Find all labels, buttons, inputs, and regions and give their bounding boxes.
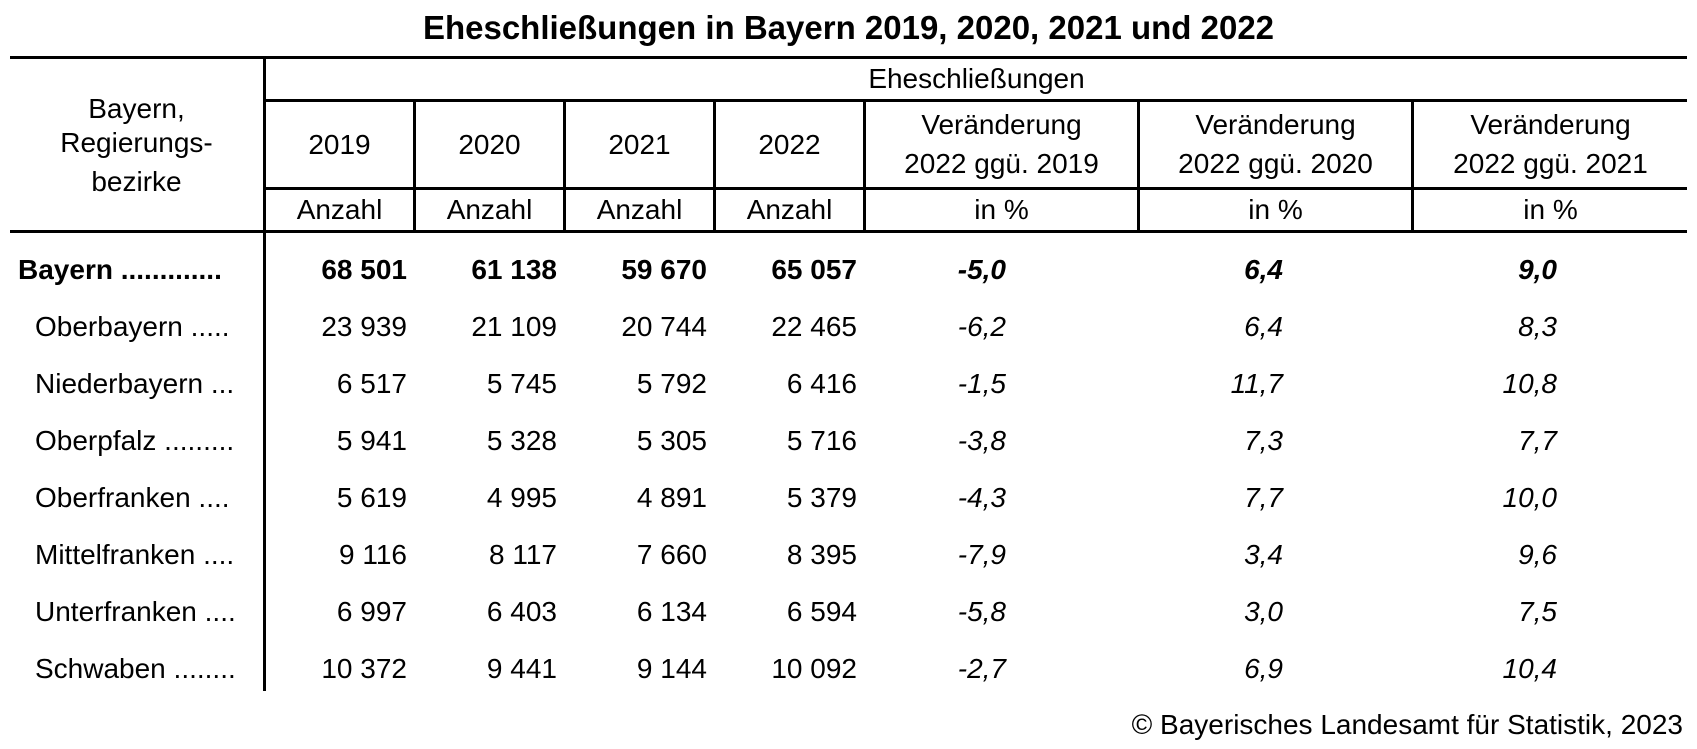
row-label: Bayern ............. xyxy=(18,254,222,285)
col-divider-3 xyxy=(713,99,716,233)
table-cell: 61 138 xyxy=(471,254,557,285)
row-label: Oberpfalz ......... xyxy=(35,425,235,456)
table-cell: 7,5 xyxy=(1518,596,1557,627)
col-divider-5 xyxy=(1137,99,1140,233)
col-header-change-2021-l2: 2022 ggü. 2021 xyxy=(1453,148,1648,179)
table-cell: 6 517 xyxy=(336,368,407,399)
table-cell: 9 441 xyxy=(486,653,557,684)
stub-header-line1: Bayern, xyxy=(88,93,185,124)
col-header-change-2021-l1: Veränderung xyxy=(1470,109,1631,140)
table-cell: 3,4 xyxy=(1244,539,1283,570)
col-divider-4 xyxy=(863,99,866,233)
table-cell: 7 660 xyxy=(636,539,707,570)
table-cell: -1,5 xyxy=(957,368,1006,399)
col-divider-2 xyxy=(563,99,566,233)
table-cell: -3,8 xyxy=(957,425,1006,456)
table-cell: 10 092 xyxy=(771,653,857,684)
table-cell: 6,9 xyxy=(1244,653,1283,684)
table-cell: 5 941 xyxy=(336,425,407,456)
table-cell: 5 379 xyxy=(786,482,857,513)
table-cell: 10,8 xyxy=(1502,368,1558,399)
table-cell: 5 619 xyxy=(336,482,407,513)
table-cell: 59 670 xyxy=(621,254,707,285)
stub-header-line3: bezirke xyxy=(91,166,182,197)
table-cell: 5 745 xyxy=(486,368,557,399)
table-cell: 10,0 xyxy=(1502,482,1558,513)
unit-header-change-2019: in % xyxy=(974,194,1029,225)
table-cell: 3,0 xyxy=(1244,596,1283,627)
table-cell: 6 997 xyxy=(336,596,407,627)
table-cell: 5 305 xyxy=(636,425,707,456)
table-cell: 11,7 xyxy=(1230,368,1283,399)
table-cell: 6,4 xyxy=(1244,311,1283,342)
unit-header-rule xyxy=(265,187,1687,190)
table-cell: 8 117 xyxy=(489,539,557,570)
table-cell: 8,3 xyxy=(1518,311,1557,342)
table-cell: 10,4 xyxy=(1502,653,1558,684)
table-cell: 6 403 xyxy=(486,596,557,627)
page-title: Eheschließungen in Bayern 2019, 2020, 20… xyxy=(422,9,1275,46)
table-cell: 6,4 xyxy=(1244,254,1283,285)
table-cell: 10 372 xyxy=(321,653,407,684)
table-cell: 8 395 xyxy=(786,539,857,570)
table-cell: -4,3 xyxy=(957,482,1006,513)
table-top-rule xyxy=(10,56,1687,59)
table-cell: -5,8 xyxy=(957,596,1006,627)
table-cell: -7,9 xyxy=(957,539,1006,570)
col-header-2021: 2021 xyxy=(608,129,671,160)
unit-header-2019: Anzahl xyxy=(296,194,383,225)
col-divider-6 xyxy=(1411,99,1414,233)
table-cell: 9 144 xyxy=(636,653,707,684)
table-cell: 65 057 xyxy=(771,254,857,285)
table-cell: 9 116 xyxy=(339,539,407,570)
table-cell: -2,7 xyxy=(957,653,1006,684)
row-label: Oberbayern ..... xyxy=(35,311,230,342)
table-cell: -5,0 xyxy=(957,254,1006,285)
row-label: Oberfranken .... xyxy=(35,482,230,513)
col-header-2022: 2022 xyxy=(758,129,821,160)
row-label: Mittelfranken .... xyxy=(35,539,235,570)
table-cell: 21 109 xyxy=(471,311,557,342)
table-cell: 9,0 xyxy=(1518,254,1557,285)
group-header: Eheschließungen xyxy=(868,63,1085,94)
table-cell: 23 939 xyxy=(321,311,407,342)
row-label: Unterfranken .... xyxy=(35,596,236,627)
col-header-change-2020-l1: Veränderung xyxy=(1195,109,1356,140)
table-cell: 5 716 xyxy=(786,425,857,456)
stub-divider xyxy=(263,56,266,691)
table-cell: 6 134 xyxy=(636,596,707,627)
table-cell: 6 416 xyxy=(786,368,857,399)
col-header-2020: 2020 xyxy=(458,129,521,160)
col-header-change-2020-l2: 2022 ggü. 2020 xyxy=(1178,148,1373,179)
col-header-change-2019-l1: Veränderung xyxy=(921,109,1082,140)
row-label: Niederbayern ... xyxy=(35,368,235,399)
table-cell: -6,2 xyxy=(957,311,1006,342)
group-header-rule xyxy=(265,99,1687,102)
table-cell: 20 744 xyxy=(621,311,707,342)
table-cell: 7,7 xyxy=(1244,482,1283,513)
unit-header-change-2021: in % xyxy=(1523,194,1578,225)
table-cell: 4 891 xyxy=(636,482,707,513)
table-cell: 22 465 xyxy=(771,311,857,342)
table-cell: 4 995 xyxy=(486,482,557,513)
unit-header-2020: Anzahl xyxy=(446,194,533,225)
table-cell: 5 792 xyxy=(636,368,707,399)
header-bottom-rule xyxy=(10,230,1687,233)
unit-header-2021: Anzahl xyxy=(596,194,683,225)
row-label: Schwaben ........ xyxy=(35,653,236,684)
unit-header-change-2020: in % xyxy=(1248,194,1303,225)
col-header-2019: 2019 xyxy=(308,129,371,160)
table-cell: 5 328 xyxy=(486,425,557,456)
unit-header-2022: Anzahl xyxy=(746,194,833,225)
col-divider-1 xyxy=(413,99,416,233)
stub-header-line2: Regierungs- xyxy=(60,127,213,158)
table-cell: 7,7 xyxy=(1518,425,1557,456)
col-header-change-2019-l2: 2022 ggü. 2019 xyxy=(904,148,1099,179)
table-cell: 68 501 xyxy=(321,254,407,285)
copyright-footer: © Bayerisches Landesamt für Statistik, 2… xyxy=(1131,709,1683,740)
table-cell: 9,6 xyxy=(1518,539,1557,570)
table-cell: 6 594 xyxy=(786,596,857,627)
table-cell: 7,3 xyxy=(1244,425,1283,456)
